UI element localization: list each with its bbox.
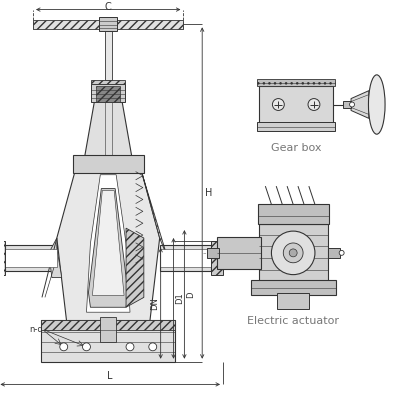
Bar [92, 84, 125, 102]
Polygon shape [49, 238, 62, 278]
Text: D1: D1 [176, 292, 184, 304]
Bar [73, 155, 144, 173]
Polygon shape [92, 191, 124, 295]
Circle shape [126, 343, 134, 351]
Bar [258, 204, 329, 224]
Circle shape [283, 243, 303, 263]
Circle shape [272, 98, 284, 111]
Bar [259, 86, 333, 123]
Polygon shape [33, 20, 184, 29]
Bar [41, 320, 176, 362]
Polygon shape [86, 175, 130, 312]
Bar [0, 241, 5, 275]
Bar [160, 249, 211, 267]
Circle shape [289, 249, 297, 257]
Bar [257, 79, 335, 86]
Circle shape [272, 231, 315, 275]
Bar [5, 245, 57, 271]
Circle shape [60, 343, 68, 351]
Polygon shape [92, 80, 125, 84]
Polygon shape [126, 228, 144, 307]
Bar [207, 248, 219, 258]
Circle shape [339, 250, 344, 255]
Bar [251, 279, 336, 295]
Bar [277, 294, 309, 309]
Bar [99, 18, 117, 31]
Text: L: L [108, 372, 113, 382]
Circle shape [350, 102, 354, 107]
Polygon shape [57, 173, 160, 322]
Polygon shape [88, 188, 128, 307]
Bar [217, 237, 260, 269]
Ellipse shape [368, 75, 385, 134]
Polygon shape [96, 86, 120, 102]
Polygon shape [142, 173, 168, 258]
Text: DN: DN [150, 297, 159, 310]
Circle shape [149, 343, 157, 351]
Circle shape [308, 98, 320, 111]
Bar [257, 122, 335, 131]
Bar [328, 248, 340, 258]
Bar [211, 241, 223, 275]
Bar [258, 224, 328, 281]
Bar [343, 100, 351, 108]
Text: Electric actuator: Electric actuator [247, 316, 339, 326]
Text: C: C [105, 2, 112, 12]
Polygon shape [351, 90, 369, 118]
Bar [105, 31, 112, 80]
Bar [41, 320, 176, 330]
Text: Gear box: Gear box [271, 143, 322, 153]
Bar [5, 249, 57, 267]
Bar [100, 317, 116, 342]
Polygon shape [82, 102, 134, 169]
Text: D: D [186, 291, 195, 298]
Bar [160, 245, 211, 271]
Text: n-d: n-d [29, 324, 43, 334]
Circle shape [82, 343, 90, 351]
Text: H: H [205, 188, 212, 198]
